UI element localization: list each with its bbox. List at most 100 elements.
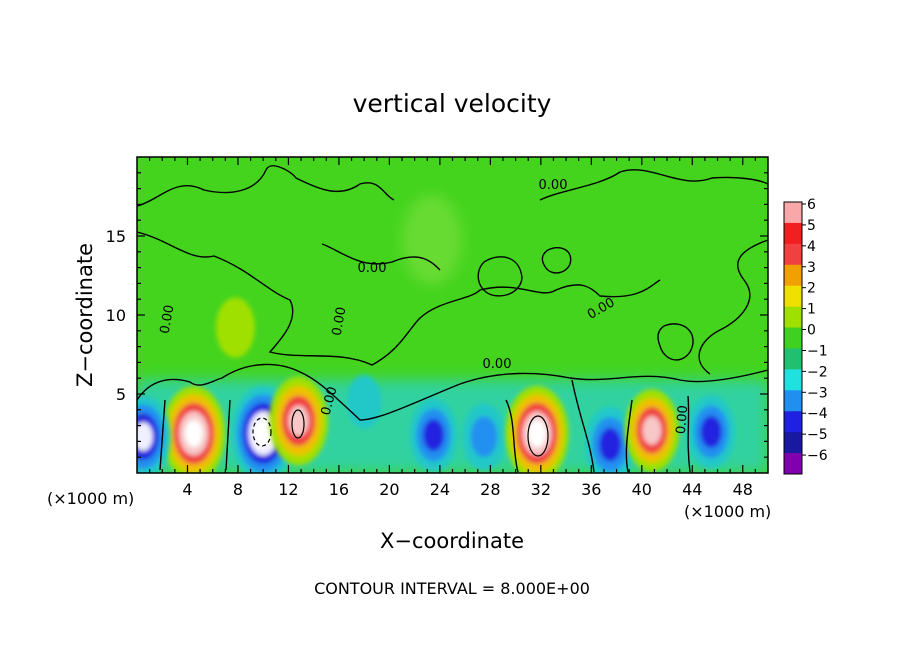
colorbar-label: 5 (807, 218, 816, 234)
downdraft-ring (346, 375, 382, 429)
updraft-cell (505, 385, 569, 473)
updraft-cell (162, 385, 226, 473)
contour-label: 0.00 (483, 357, 512, 372)
contour-label: 0.00 (674, 405, 691, 435)
colorbar-swatch (784, 202, 802, 224)
x-tick-label: 28 (480, 480, 500, 499)
colorbar-swatch (784, 243, 802, 266)
updraft-cell (269, 376, 328, 466)
contour-loop-c (657, 323, 694, 361)
colorbar-swatch (784, 348, 802, 370)
x-axis-label: X−coordinate (380, 529, 524, 553)
y-tick-label: 10 (106, 306, 126, 325)
downdraft-cell (687, 395, 736, 469)
contour-interval-note: CONTOUR INTERVAL = 8.000E+00 (314, 579, 590, 598)
colorbar-label: −2 (807, 364, 828, 380)
colorbar-label: 4 (807, 239, 816, 255)
downdraft-cell (137, 395, 171, 473)
contour-label: 0.00 (158, 304, 178, 335)
contour-loop-b (541, 246, 572, 274)
downdraft-ring (422, 418, 445, 452)
x-tick-label: 24 (430, 480, 450, 499)
updraft-ring (642, 416, 662, 445)
contour-zero-lower (137, 363, 768, 421)
core-contour-updraft-13 (291, 409, 305, 439)
colorbar-frame (783, 201, 803, 475)
colorbar-label: −1 (807, 343, 828, 359)
colorbar-label: 1 (807, 302, 816, 318)
updraft-cell (624, 389, 680, 472)
contour-label-group: 0.000.000.00 0.000.000.000.000.00 (158, 178, 692, 435)
colorbar-swatch (784, 453, 802, 475)
contour-zero-mid (321, 243, 441, 271)
core-contour-downdraft-10 (252, 417, 272, 447)
heatmap-field: 0.000.000.00 0.000.000.000.000.00 (137, 157, 768, 473)
contour-cell-left-up (159, 399, 231, 471)
y-axis-label: Z−coordinate (73, 243, 97, 387)
contour-lines (137, 165, 768, 473)
downdraft-ring (137, 422, 153, 451)
colorbar-label: 2 (807, 281, 816, 297)
x-tick-label: 4 (182, 480, 192, 499)
x-tick-label: 20 (379, 480, 399, 499)
updraft-ring (215, 297, 255, 358)
contour-label: 0.00 (319, 385, 341, 417)
x-tick-label: 48 (733, 480, 753, 499)
contour-zero-right-edge (698, 239, 768, 375)
x-unit-left: (×1000 m) (47, 489, 134, 508)
x-tick-label: 32 (531, 480, 551, 499)
colorbar-swatch (784, 411, 802, 433)
downdraft-cell (409, 398, 458, 472)
x-tick-label: 40 (632, 480, 652, 499)
colorbar: 6 5 4 3 2 1 0 −1 −2 −3 −4 −5 −6 (783, 197, 828, 475)
contour-loop-a (477, 256, 523, 297)
chart-title: vertical velocity (353, 89, 552, 118)
colorbar-swatch (784, 390, 802, 412)
x-tick-label: 16 (329, 480, 349, 499)
colorbar-label: −5 (807, 427, 828, 443)
core-contours (252, 409, 549, 457)
downdraft-cell (462, 403, 506, 470)
core-contour-updraft-32 (527, 415, 549, 457)
contour-cell-far-right (625, 395, 691, 473)
colorbar-swatch (784, 432, 802, 454)
downdraft-ring (254, 419, 273, 448)
colorbar-label: −4 (807, 406, 828, 422)
updraft-cell (215, 297, 255, 358)
x-unit-right: (×1000 m) (684, 502, 771, 521)
contour-label: 0.00 (330, 306, 350, 337)
downdraft-ring (470, 416, 498, 458)
colorbar-swatch (784, 264, 802, 287)
x-tick-label: 44 (682, 480, 702, 499)
colorbar-swatch (784, 369, 802, 391)
x-axis: 4 8 12 16 20 24 28 32 36 40 44 48 (149, 157, 756, 499)
contour-zero-right (539, 169, 768, 201)
x-tick-label: 36 (581, 480, 601, 499)
colorbar-label: −6 (807, 448, 828, 464)
downdraft-ring (700, 415, 722, 449)
contour-zero-upper-left (137, 231, 661, 366)
colorbar-label: 3 (807, 260, 816, 276)
contour-cell-right-up (505, 379, 595, 473)
velocity-cells (137, 297, 736, 473)
y-axis: 5 10 15 (106, 172, 768, 458)
y-tick-label: 15 (106, 227, 126, 246)
contour-zero-top (137, 165, 395, 207)
colorbar-swatch (784, 222, 802, 245)
contour-label: 0.00 (539, 178, 568, 193)
downdraft-ring (599, 427, 622, 462)
colorbar-swatch (784, 285, 802, 308)
updraft-ring (528, 419, 547, 448)
colorbar-label: −3 (807, 385, 828, 401)
x-tick-label: 8 (233, 480, 243, 499)
colorbar-label: 6 (807, 197, 816, 213)
colorbar-swatch (784, 306, 802, 329)
updraft-ring (184, 419, 203, 448)
x-tick-label: 12 (278, 480, 298, 499)
downdraft-cell (585, 406, 636, 473)
upper-light-patch (402, 195, 462, 285)
colorbar-swatch (784, 327, 802, 349)
y-tick-label: 5 (116, 385, 126, 404)
downdraft-cell (346, 375, 382, 429)
